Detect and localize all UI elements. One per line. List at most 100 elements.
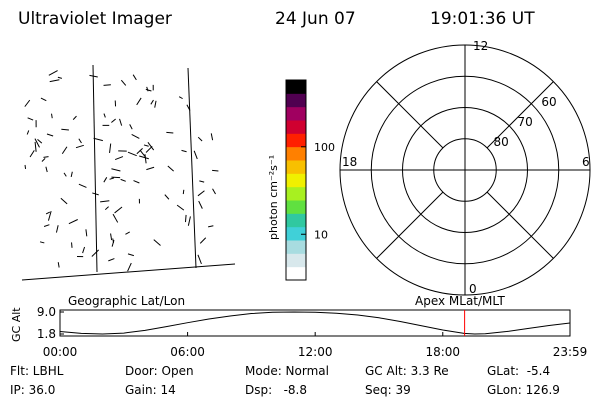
coast-dash bbox=[114, 156, 124, 161]
coast-dash bbox=[146, 166, 155, 171]
coast-dash bbox=[75, 144, 84, 149]
meridian bbox=[187, 67, 197, 269]
coast-dash bbox=[72, 115, 77, 120]
coast-dash bbox=[45, 211, 51, 215]
coast-dash bbox=[104, 206, 109, 211]
coast-dash bbox=[133, 180, 140, 184]
geo-map bbox=[21, 64, 236, 281]
coast-dash bbox=[100, 200, 110, 203]
color-segment bbox=[286, 253, 306, 268]
coast-dash bbox=[186, 104, 191, 111]
coast-dash bbox=[154, 100, 157, 108]
coast-dash bbox=[57, 76, 63, 79]
coast-dash bbox=[49, 79, 60, 83]
coast-dash bbox=[24, 99, 31, 107]
color-segment bbox=[286, 80, 306, 94]
color-segment bbox=[286, 226, 306, 241]
colorbar-tick-label: 100 bbox=[314, 141, 335, 154]
coast-dash bbox=[103, 84, 111, 86]
coast-dash bbox=[139, 155, 149, 160]
coast-dash bbox=[164, 194, 170, 200]
coast-dash bbox=[119, 118, 123, 126]
plot-title-left: Geographic Lat/Lon bbox=[68, 294, 185, 308]
status-field: GLat: -5.4 bbox=[487, 364, 550, 378]
coast-dash bbox=[78, 183, 87, 188]
coast-dash bbox=[92, 192, 99, 196]
coast-dash bbox=[193, 150, 198, 160]
mlt-line bbox=[376, 191, 444, 259]
coast-dash bbox=[89, 74, 98, 78]
coast-dash bbox=[63, 172, 67, 177]
status-field: GLon: 126.9 bbox=[487, 383, 560, 397]
status-field: Seq: 39 bbox=[365, 383, 411, 397]
coast-dash bbox=[37, 138, 43, 144]
meridian bbox=[92, 64, 98, 273]
coast-dash bbox=[34, 138, 40, 148]
coast-dash bbox=[198, 200, 203, 209]
coast-dash bbox=[82, 246, 86, 254]
coast-dash bbox=[108, 258, 115, 262]
colorbar-label: photon cm⁻²s⁻¹ bbox=[267, 155, 280, 240]
coast-dash bbox=[85, 229, 88, 237]
status-field: Mode: Normal bbox=[245, 364, 329, 378]
coast-dash bbox=[136, 147, 143, 155]
coast-dash bbox=[199, 180, 205, 183]
status-field: GC Alt: 3.3 Re bbox=[365, 364, 449, 378]
coast-dash bbox=[127, 262, 132, 272]
coast-dash bbox=[167, 165, 174, 172]
coast-dash bbox=[68, 219, 78, 225]
title: Ultraviolet Imager bbox=[18, 9, 172, 29]
coast-dash bbox=[210, 133, 214, 141]
coast-dash bbox=[109, 143, 112, 153]
color-segment bbox=[286, 173, 306, 188]
coast-dash bbox=[147, 141, 155, 151]
coast-dash bbox=[103, 113, 106, 118]
coast-dash bbox=[112, 238, 115, 243]
coast-dash bbox=[112, 213, 119, 223]
coast-dash bbox=[212, 169, 219, 172]
coast-dash bbox=[182, 189, 185, 195]
coast-dash bbox=[70, 171, 73, 178]
status-field: Flt: LBHL bbox=[10, 364, 64, 378]
color-segment bbox=[286, 93, 306, 108]
coast-dash bbox=[166, 131, 174, 134]
coast-dash bbox=[61, 128, 69, 131]
coast-dash bbox=[47, 211, 52, 221]
coast-dash bbox=[197, 190, 205, 197]
mlt-label: 12 bbox=[473, 39, 488, 53]
coast-dash bbox=[109, 177, 115, 180]
lat-label: 60 bbox=[541, 95, 556, 109]
color-segment bbox=[286, 133, 306, 148]
coast-dash bbox=[29, 150, 35, 158]
mlt-label: 0 bbox=[469, 282, 477, 296]
time: 19:01:36 UT bbox=[430, 9, 535, 29]
coast-dash bbox=[145, 88, 152, 92]
color-segment bbox=[286, 266, 306, 281]
coast-dash bbox=[127, 253, 134, 257]
parallel bbox=[21, 263, 236, 281]
coast-dash bbox=[208, 225, 214, 228]
coast-dash bbox=[146, 86, 149, 92]
coast-dash bbox=[197, 136, 203, 142]
coast-dash bbox=[27, 117, 34, 121]
coast-dash bbox=[78, 138, 82, 144]
coast-dash bbox=[127, 151, 137, 157]
x-tick-label: 00:00 bbox=[43, 345, 78, 359]
coast-dash bbox=[197, 254, 202, 265]
y-axis-label: GC Alt bbox=[10, 307, 23, 342]
coast-dash bbox=[114, 206, 123, 214]
coast-dash bbox=[144, 154, 147, 164]
coast-dash bbox=[120, 79, 127, 86]
coast-dash bbox=[61, 146, 68, 155]
plot-title-right: Apex MLat/MLT bbox=[415, 294, 505, 308]
coast-dash bbox=[184, 214, 187, 223]
coast-dash bbox=[131, 133, 140, 139]
color-segment bbox=[286, 240, 306, 254]
mlt-line bbox=[486, 81, 554, 149]
coast-dash bbox=[120, 178, 126, 182]
coast-dash bbox=[129, 124, 133, 130]
coast-dash bbox=[139, 149, 146, 158]
x-tick-label: 06:00 bbox=[170, 345, 205, 359]
color-segment bbox=[286, 200, 306, 214]
